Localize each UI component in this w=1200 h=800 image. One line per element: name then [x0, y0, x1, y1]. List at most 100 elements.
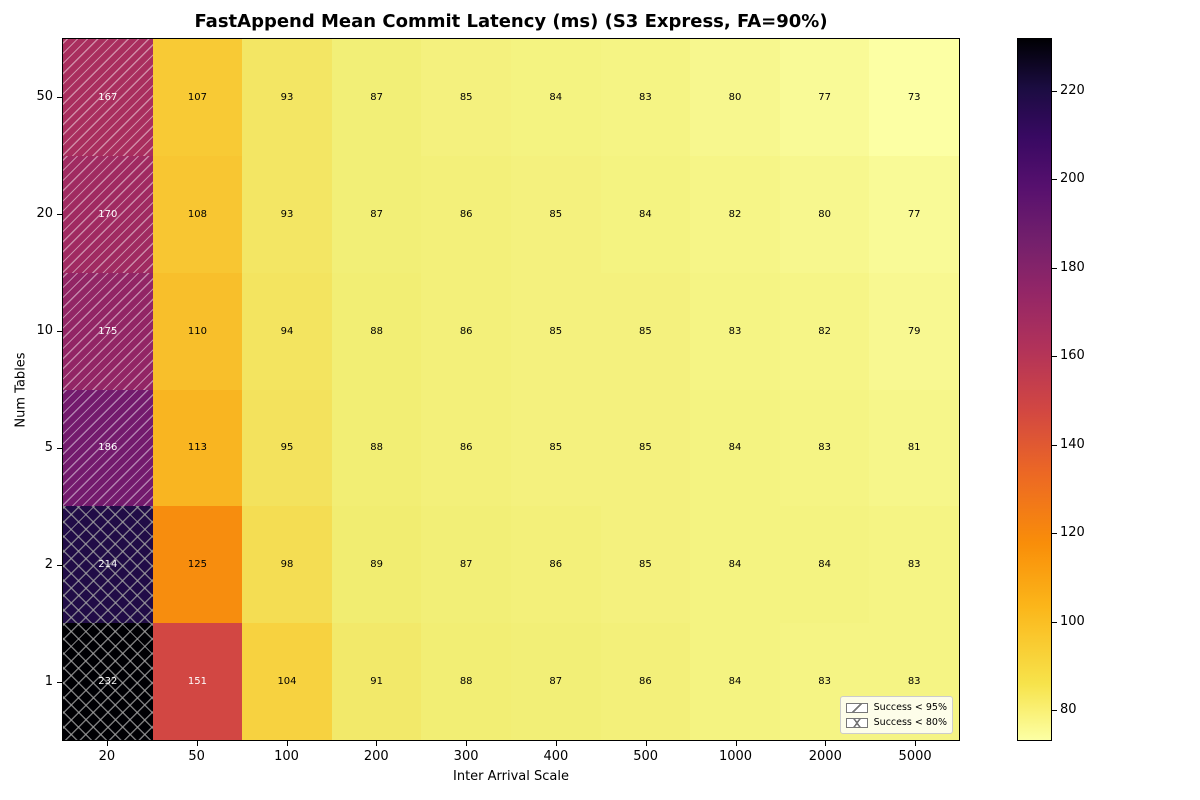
heatmap-cell: 85	[510, 389, 601, 507]
cell-value-label: 175	[98, 325, 118, 337]
cell-value-label: 110	[187, 325, 207, 337]
cell-value-label: 87	[549, 676, 563, 688]
heatmap-cell: 80	[690, 39, 780, 156]
cell-value-label: 87	[370, 208, 383, 220]
heatmap-cell: 170	[63, 155, 153, 273]
x-tick-label: 1000	[718, 749, 753, 764]
cell-value-label: 79	[907, 325, 921, 337]
heatmap-cell: 88	[331, 389, 422, 507]
cell-value-label: 94	[280, 325, 294, 337]
cell-value-label: 98	[280, 559, 294, 571]
heatmap-cell: 94	[242, 272, 332, 390]
y-tick	[57, 213, 62, 215]
legend-entry-success-95: Success < 95%	[845, 700, 947, 715]
heatmap-cell: 232	[63, 623, 153, 740]
y-tick	[57, 565, 62, 567]
y-tick-label: 50	[36, 88, 53, 104]
cell-value-label: 89	[370, 559, 383, 571]
diagonal-hatch-swatch-icon	[845, 702, 868, 713]
cell-value-label: 214	[98, 559, 118, 571]
colorbar-tick-label: 200	[1060, 171, 1085, 187]
cell-value-label: 85	[549, 325, 563, 337]
heatmap-cell: 83	[690, 272, 780, 390]
legend-label: Success < 95%	[873, 702, 947, 713]
y-tick-label: 2	[44, 557, 53, 573]
heatmap-cell: 86	[421, 155, 511, 273]
heatmap-cell: 87	[331, 155, 422, 273]
colorbar-tick-label: 220	[1060, 83, 1085, 99]
cell-value-label: 232	[98, 676, 118, 688]
cell-value-label: 88	[370, 442, 383, 454]
cell-value-label: 88	[459, 676, 473, 688]
y-tick-label: 5	[44, 440, 53, 456]
cell-value-label: 104	[277, 676, 297, 688]
cell-value-label: 83	[907, 676, 921, 688]
cell-value-label: 84	[639, 208, 652, 220]
x-tick-label: 400	[543, 749, 569, 764]
cell-value-label: 93	[280, 208, 294, 220]
cell-value-label: 93	[280, 91, 294, 103]
cell-value-label: 77	[907, 208, 921, 220]
heatmap-cell: 83	[779, 389, 870, 507]
cell-value-label: 87	[459, 559, 473, 571]
cell-value-label: 85	[459, 91, 473, 103]
heatmap-cell: 89	[331, 506, 422, 624]
cell-value-label: 77	[818, 91, 831, 103]
cell-value-label: 85	[639, 325, 652, 337]
cell-value-label: 83	[818, 442, 831, 454]
heatmap-cell: 86	[421, 272, 511, 390]
heatmap-cell: 86	[600, 623, 691, 740]
colorbar-tick-label: 120	[1060, 525, 1085, 541]
chart-title: FastAppend Mean Commit Latency (ms) (S3 …	[194, 11, 828, 32]
heatmap-cell: 98	[242, 506, 332, 624]
heatmap-cell: 151	[152, 623, 243, 740]
heatmap-cell: 85	[510, 155, 601, 273]
heatmap-cell: 81	[869, 389, 959, 507]
x-tick	[376, 741, 378, 746]
y-tick	[57, 448, 62, 450]
colorbar-tick-label: 100	[1060, 613, 1085, 629]
colorbar-tick	[1052, 710, 1057, 712]
cell-value-label: 85	[549, 442, 563, 454]
cell-value-label: 88	[370, 325, 383, 337]
cell-value-label: 82	[818, 325, 831, 337]
colorbar-tick-label: 140	[1060, 436, 1085, 452]
colorbar-tick-label: 160	[1060, 348, 1085, 364]
cell-value-label: 81	[907, 442, 921, 454]
heatmap-cell: 91	[331, 623, 422, 740]
cell-value-label: 167	[98, 91, 118, 103]
heatmap-cell: 84	[690, 623, 780, 740]
x-axis-label: Inter Arrival Scale	[453, 769, 569, 784]
heatmap-cell: 85	[600, 506, 691, 624]
cell-value-label: 82	[728, 208, 742, 220]
y-tick-label: 1	[44, 674, 53, 690]
cell-value-label: 86	[459, 208, 473, 220]
x-tick	[645, 741, 647, 746]
x-tick-label: 20	[98, 749, 116, 764]
colorbar-tick	[1052, 533, 1057, 535]
heatmap-cell: 93	[242, 155, 332, 273]
heatmap-cell: 79	[869, 272, 959, 390]
x-tick-label: 500	[633, 749, 659, 764]
colorbar-tick	[1052, 621, 1057, 623]
colorbar-tick-label: 80	[1060, 702, 1077, 718]
heatmap-cell: 86	[421, 389, 511, 507]
x-tick	[286, 741, 288, 746]
cell-value-label: 170	[98, 208, 118, 220]
cell-value-label: 84	[728, 442, 742, 454]
cell-value-label: 84	[549, 91, 563, 103]
x-tick	[196, 741, 198, 746]
heatmap-cell: 95	[242, 389, 332, 507]
x-tick-label: 50	[188, 749, 205, 764]
heatmap-cell: 87	[510, 623, 601, 740]
cell-value-label: 80	[818, 208, 831, 220]
y-axis-label: Num Tables	[13, 352, 29, 428]
heatmap-cell: 84	[690, 506, 780, 624]
heatmap-cell: 85	[600, 272, 691, 390]
cell-value-label: 83	[639, 91, 652, 103]
colorbar-tick	[1052, 179, 1057, 181]
heatmap-cell: 108	[152, 155, 243, 273]
heatmap-cell: 84	[510, 39, 601, 156]
cell-value-label: 85	[549, 208, 563, 220]
x-tick-label: 300	[453, 749, 479, 764]
